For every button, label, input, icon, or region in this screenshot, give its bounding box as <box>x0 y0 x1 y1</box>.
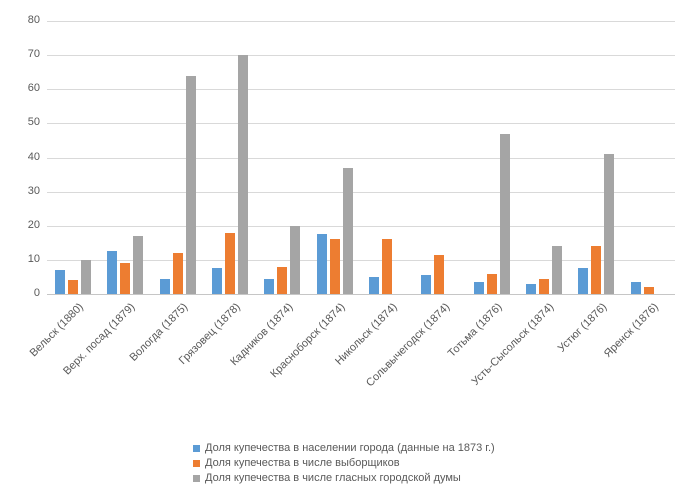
bar-group <box>256 21 308 294</box>
bar-series-3 <box>499 133 510 294</box>
bar-series-2 <box>486 273 497 294</box>
legend-marker-icon <box>193 444 200 452</box>
bar-series-2 <box>591 246 602 294</box>
x-tick-label: Устюг (1876) <box>555 301 609 355</box>
legend-item: Доля купечества в населении города (данн… <box>193 442 495 454</box>
bar-series-1 <box>473 282 484 294</box>
x-axis-line <box>47 294 675 295</box>
y-tick-label: 70 <box>27 48 40 61</box>
bar-group <box>309 21 361 294</box>
y-tick-label: 60 <box>27 82 40 95</box>
legend-label: Доля купечества в населении города (данн… <box>205 442 495 454</box>
bar-series-2 <box>225 232 236 294</box>
bar-series-3 <box>185 75 196 294</box>
legend-label: Доля купечества в числе выборщиков <box>205 457 400 469</box>
bar-series-2 <box>68 280 79 294</box>
bar-series-1 <box>578 268 589 294</box>
bar-group <box>99 21 151 294</box>
bar-series-1 <box>159 278 170 294</box>
gridline-30 <box>47 191 675 193</box>
bar-series-1 <box>55 270 66 294</box>
y-tick-label: 20 <box>27 218 40 231</box>
gridline-50 <box>47 123 675 125</box>
bar-series-1 <box>421 275 432 294</box>
y-tick-label: 40 <box>27 150 40 163</box>
y-tick-label: 0 <box>33 287 40 299</box>
bar-series-3 <box>238 55 249 294</box>
x-tick-label: Вельск (1880) <box>27 301 86 360</box>
bar-series-1 <box>526 283 537 294</box>
bar-series-3 <box>290 225 301 294</box>
legend-item: Доля купечества в числе выборщиков <box>193 457 495 469</box>
bar-series-3 <box>342 167 353 294</box>
legend-label: Доля купечества в числе гласных городско… <box>205 472 461 484</box>
bar-group <box>466 21 518 294</box>
bar-series-2 <box>382 239 393 294</box>
bar-series-2 <box>120 263 131 294</box>
plot-area <box>47 21 675 295</box>
bar-series-3 <box>81 259 92 294</box>
bar-series-2 <box>643 287 654 294</box>
bar-series-3 <box>133 236 144 294</box>
gridline-70 <box>47 55 675 57</box>
bar-group <box>204 21 256 294</box>
bar-group <box>623 21 675 294</box>
gridline-80 <box>47 21 675 22</box>
bar-group <box>570 21 622 294</box>
gridline-60 <box>47 89 675 91</box>
bar-series-1 <box>316 234 327 294</box>
bar-group <box>413 21 465 294</box>
bar-series-3 <box>604 154 615 294</box>
bar-series-1 <box>630 282 641 294</box>
x-tick-label: Яренск (1876) <box>602 301 662 360</box>
bar-series-2 <box>539 278 550 294</box>
gridline-20 <box>47 225 675 227</box>
bar-series-2 <box>172 253 183 294</box>
y-tick-label: 80 <box>27 14 40 26</box>
bar-series-2 <box>277 266 288 294</box>
legend-item: Доля купечества в числе гласных городско… <box>193 472 495 484</box>
y-tick-label: 50 <box>27 116 40 129</box>
bar-group <box>361 21 413 294</box>
bar-series-2 <box>434 254 445 294</box>
bar-group <box>518 21 570 294</box>
legend-marker-icon <box>193 459 200 467</box>
bar-series-1 <box>264 278 275 294</box>
gridline-10 <box>47 259 675 261</box>
chart-legend: Доля купечества в населении города (данн… <box>193 442 495 484</box>
bar-series-1 <box>212 268 223 294</box>
x-tick-label: Тотьма (1876) <box>445 301 505 360</box>
bar-group <box>152 21 204 294</box>
gridline-40 <box>47 157 675 159</box>
bar-series-1 <box>369 276 380 294</box>
y-tick-label: 30 <box>27 184 40 197</box>
bar-series-3 <box>552 246 563 294</box>
bar-series-1 <box>107 251 118 294</box>
bar-group <box>47 21 99 294</box>
legend-marker-icon <box>193 474 200 482</box>
y-tick-label: 10 <box>27 252 40 265</box>
bar-series-2 <box>329 239 340 294</box>
